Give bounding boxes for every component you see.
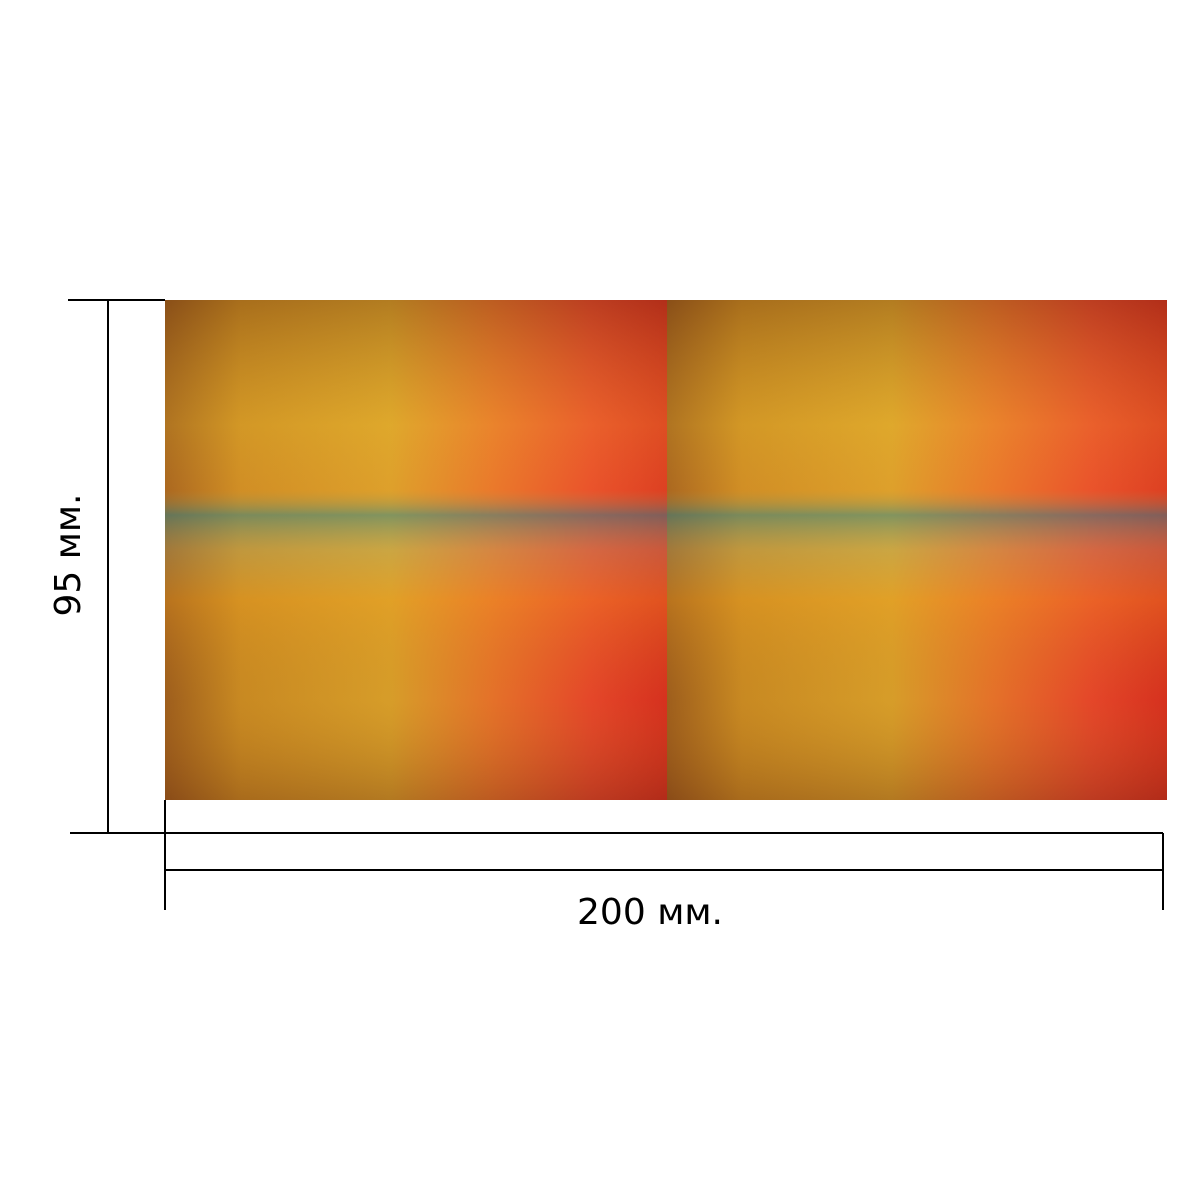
height-dimension: 95 мм.: [48, 299, 165, 834]
height-label: 95 мм.: [48, 493, 89, 616]
panel: [667, 300, 1167, 800]
width-dimension: 200 мм.: [164, 800, 1164, 933]
panel: [165, 300, 667, 800]
width-label: 200 мм.: [577, 892, 723, 933]
